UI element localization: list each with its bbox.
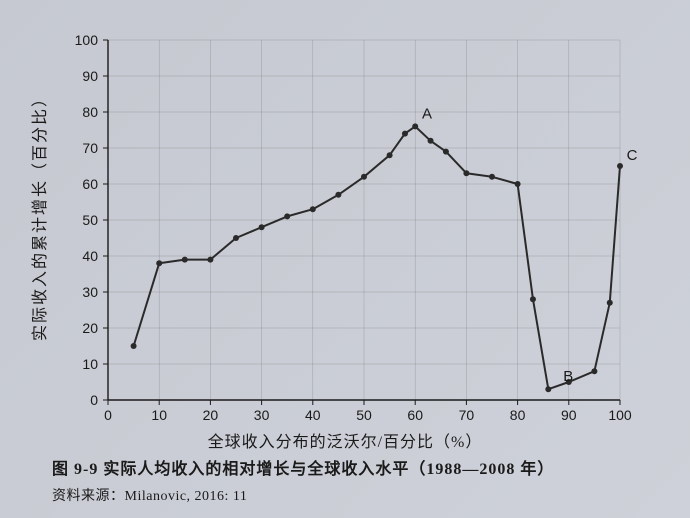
svg-text:0: 0: [104, 407, 112, 423]
svg-text:70: 70: [459, 407, 475, 423]
svg-text:C: C: [627, 147, 638, 164]
line-chart-svg: 0 10 20 30 40 50 60 70 80 90 100 0 10 20 30 40 50 60 70 80 9…: [60, 30, 640, 430]
svg-text:60: 60: [82, 176, 98, 192]
chart-area: 0 10 20 30 40 50 60 70 80 90 100 0 10 20 30 40 50 60 70 80 9…: [60, 30, 640, 430]
source-label: 资料来源：: [52, 489, 125, 504]
svg-text:20: 20: [203, 407, 219, 423]
y-axis-label: 实际收入的累计增长（百分比）: [26, 89, 50, 341]
svg-text:B: B: [563, 368, 573, 385]
svg-text:30: 30: [82, 284, 98, 300]
page: 实际收入的累计增长（百分比） 0 10 20 30 40 50 60 70 80 90 100 0 10…: [0, 0, 690, 518]
svg-text:100: 100: [608, 407, 632, 423]
svg-text:30: 30: [254, 407, 270, 423]
svg-text:80: 80: [82, 104, 98, 120]
svg-text:40: 40: [82, 248, 98, 264]
svg-text:90: 90: [561, 407, 577, 423]
svg-text:100: 100: [75, 32, 99, 48]
figure-source: 资料来源：Milanovic, 2016: 11: [52, 485, 652, 505]
svg-text:60: 60: [407, 407, 423, 423]
svg-text:20: 20: [82, 320, 98, 336]
svg-text:90: 90: [82, 68, 98, 84]
svg-text:70: 70: [82, 140, 98, 156]
svg-text:10: 10: [151, 407, 167, 423]
figure-title-text: 实际人均收入的相对增长与全球收入水平（1988—2008 年）: [103, 461, 554, 478]
source-text: Milanovic, 2016: 11: [125, 489, 248, 504]
svg-text:40: 40: [305, 407, 321, 423]
figure-number: 图 9-9: [52, 461, 98, 478]
svg-text:50: 50: [356, 407, 372, 423]
svg-text:10: 10: [82, 356, 98, 372]
svg-text:0: 0: [90, 392, 98, 408]
svg-text:50: 50: [82, 212, 98, 228]
svg-text:A: A: [422, 105, 432, 122]
svg-text:80: 80: [510, 407, 526, 423]
figure-title: 图 9-9 实际人均收入的相对增长与全球收入水平（1988—2008 年）: [52, 455, 652, 479]
x-axis-label: 全球收入分布的泛沃尔/百分比（%）: [0, 428, 690, 452]
figure-caption: 图 9-9 实际人均收入的相对增长与全球收入水平（1988—2008 年） 资料…: [52, 455, 652, 505]
